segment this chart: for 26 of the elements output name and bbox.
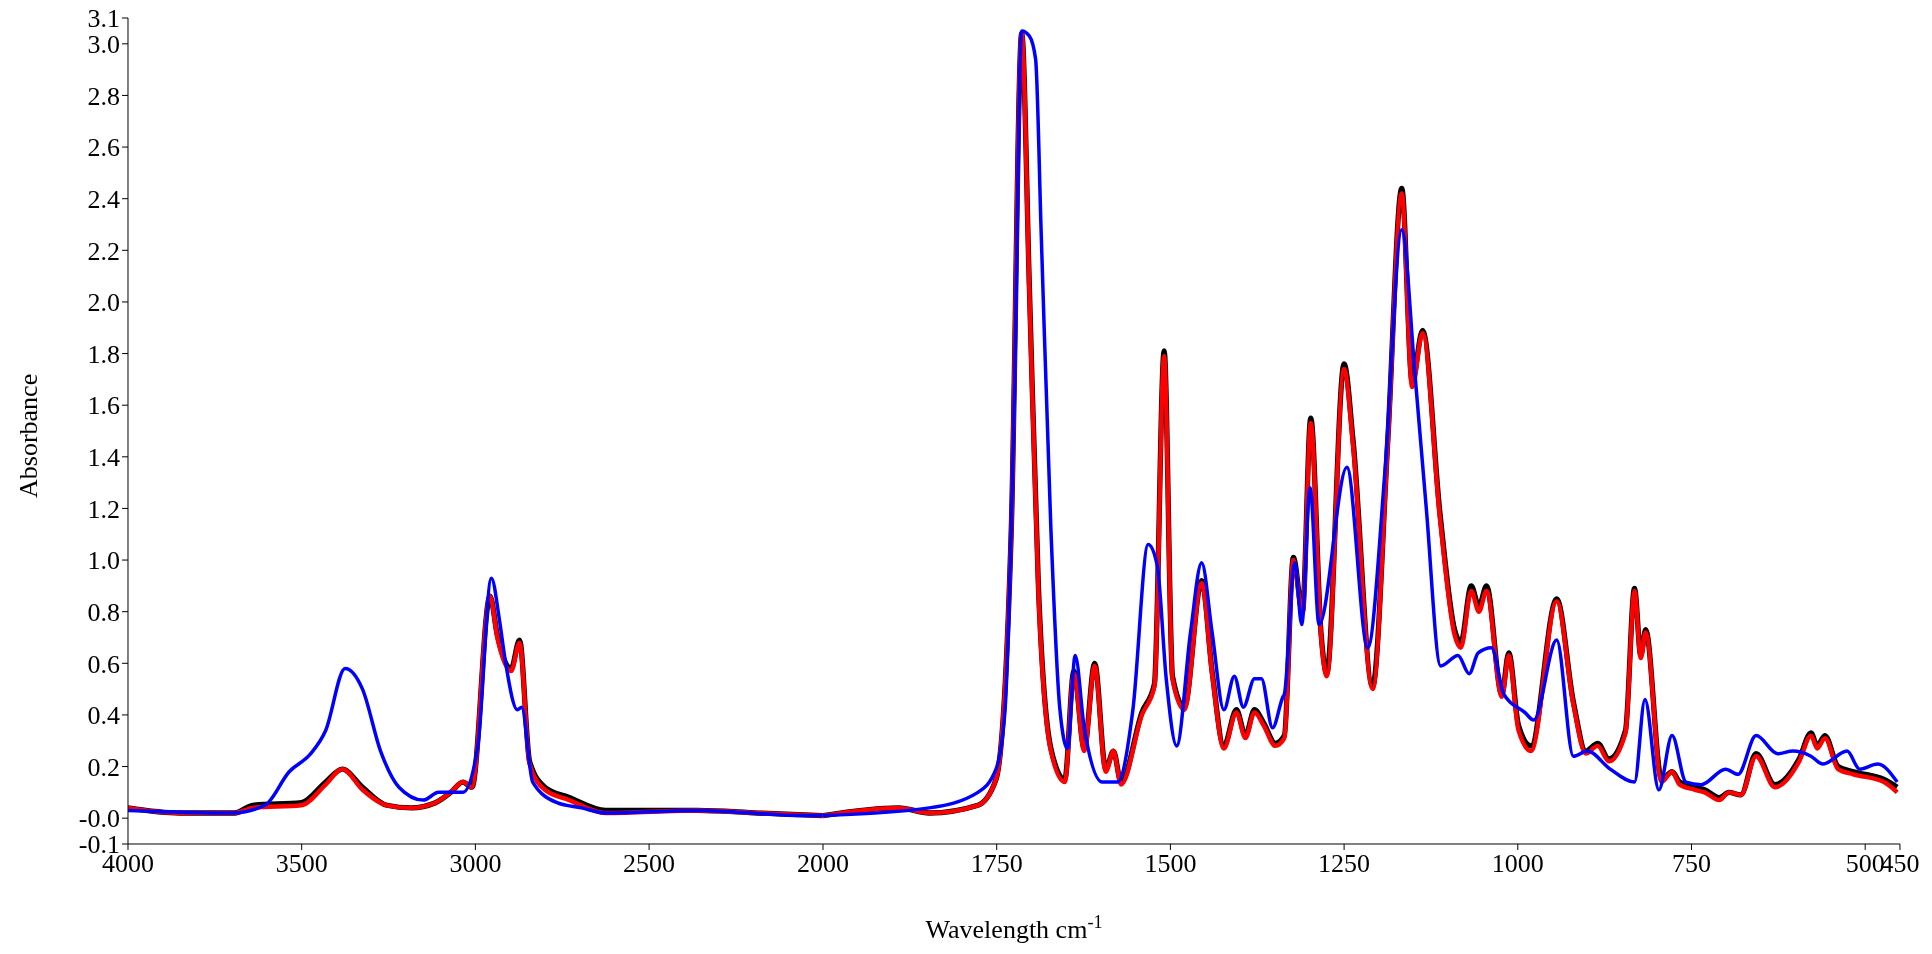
- y-tick-label: 1.4: [87, 443, 120, 473]
- y-tick-label: 0.8: [87, 597, 120, 627]
- y-axis-title: Absorbance: [14, 373, 44, 498]
- y-tick-label: 1.2: [87, 494, 120, 524]
- y-tick-label: 0.6: [87, 649, 120, 679]
- x-tick-label: 3500: [275, 849, 328, 879]
- x-tick-label: 1000: [1491, 849, 1544, 879]
- y-tick-label: 1.8: [87, 339, 120, 369]
- y-tick-label: 0.4: [87, 701, 120, 731]
- y-tick-label: 2.0: [87, 288, 120, 318]
- x-tick-label: 750: [1671, 849, 1711, 879]
- x-tick-label: 2500: [623, 849, 676, 879]
- x-tick-label: 1250: [1317, 849, 1370, 879]
- y-tick-label: 2.2: [87, 236, 120, 266]
- y-tick-label: 1.0: [87, 546, 120, 576]
- x-tick-label: 2000: [796, 849, 849, 879]
- y-tick-label: 2.6: [87, 133, 120, 163]
- y-tick-label: 2.4: [87, 184, 120, 214]
- y-tick-label: 0.2: [87, 752, 120, 782]
- x-axis-title: Wavelength cm$^{-1}$: [925, 912, 1103, 944]
- y-tick-label: 2.8: [87, 81, 120, 111]
- y-tick-label: 1.6: [87, 391, 120, 421]
- x-tick-label: 1500: [1144, 849, 1197, 879]
- x-tick-label: 1750: [970, 849, 1023, 879]
- x-tick-label: 3000: [449, 849, 502, 879]
- y-tick-label: -0.0: [78, 804, 120, 834]
